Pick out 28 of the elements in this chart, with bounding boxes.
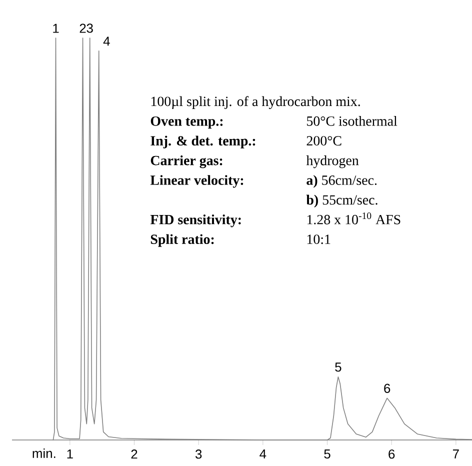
annotation: 6 xyxy=(384,384,390,393)
annotation: 4 xyxy=(103,36,110,46)
annotation: Oven temp.: xyxy=(150,116,223,129)
annotation: Carrier gas: xyxy=(150,155,222,168)
annotation: 3 xyxy=(86,24,93,33)
annotation: Split ratio: xyxy=(150,234,214,247)
annotation: 2 xyxy=(80,24,86,33)
annotation: 100µl split inj. of a hydrocarbon mix. xyxy=(151,96,360,110)
x-tick-label: 1 xyxy=(67,450,73,458)
annotation: Linear velocity: xyxy=(150,175,244,188)
annotation: 5 xyxy=(335,362,342,372)
x-tick-label: 7 xyxy=(452,450,459,458)
x-axis-title: min. xyxy=(32,448,56,458)
x-tick-label: 3 xyxy=(195,450,202,459)
annotation: 10:1 xyxy=(307,234,330,244)
annotation: b) 55cm/sec. xyxy=(306,194,378,208)
annotation: Inj. & det. temp.: xyxy=(150,136,256,148)
annotation: a) 56cm/sec. xyxy=(306,175,377,188)
annotation: FID sensitivity: xyxy=(150,214,241,228)
annotation: hydrogen xyxy=(306,155,359,168)
annotation: 1.28 x 10$^{-10}$ AFS xyxy=(307,212,400,224)
x-tick-label: 2 xyxy=(131,450,138,459)
annotation: 200°C xyxy=(306,136,342,146)
x-tick-label: 6 xyxy=(388,450,395,459)
x-tick-label: 4 xyxy=(260,450,266,458)
annotation: 50°C isothermal xyxy=(307,116,398,126)
x-tick-label: 5 xyxy=(324,450,330,459)
annotation: 1 xyxy=(53,24,59,33)
